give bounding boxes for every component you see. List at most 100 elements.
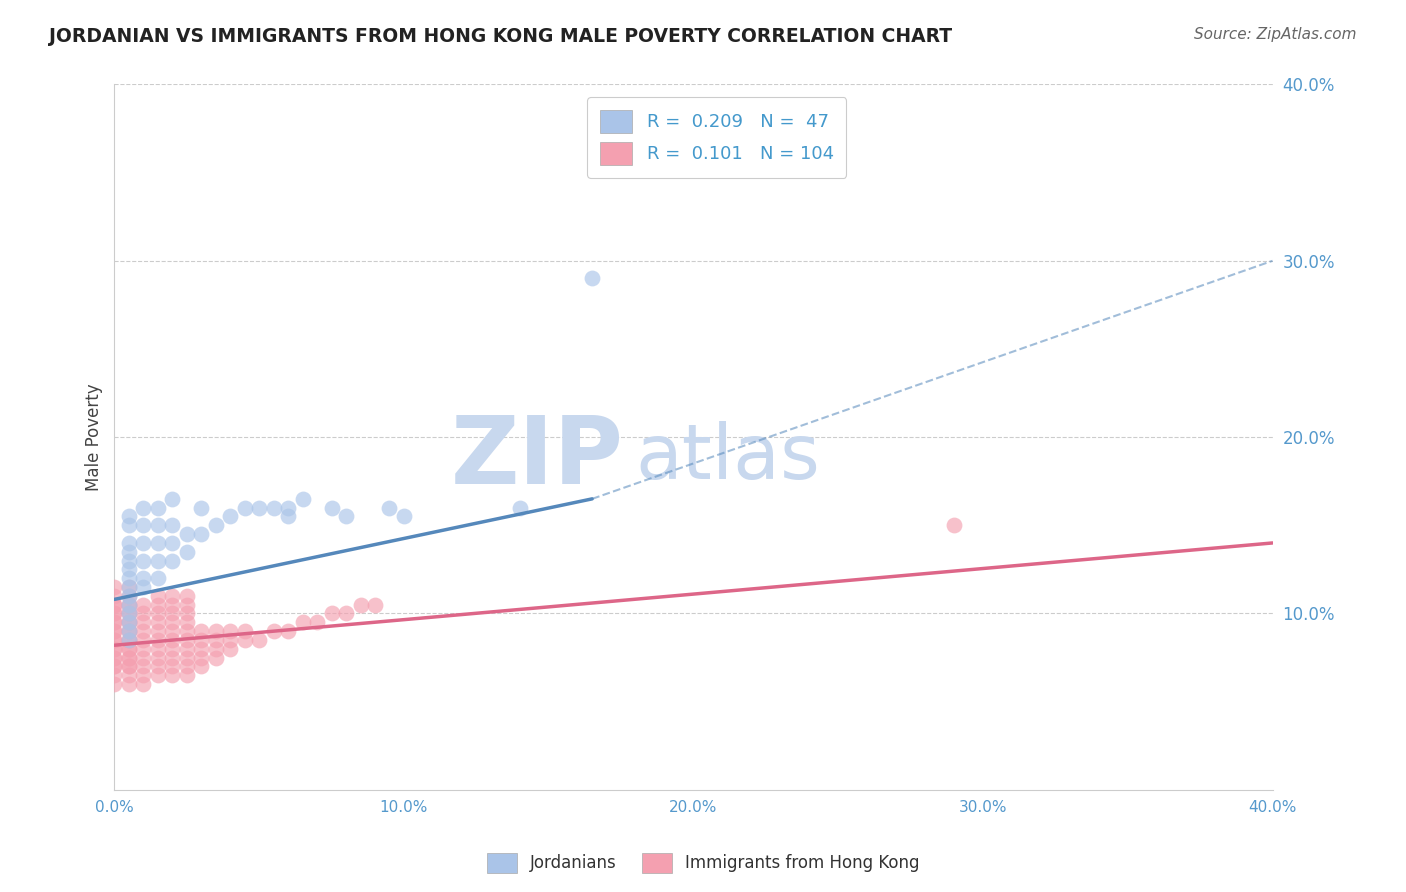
Point xyxy=(364,598,387,612)
Point xyxy=(118,580,141,594)
Point xyxy=(162,536,184,550)
Point xyxy=(118,659,141,673)
Point xyxy=(118,553,141,567)
Point xyxy=(118,536,141,550)
Point xyxy=(263,500,285,515)
Point xyxy=(146,668,169,682)
Point xyxy=(392,509,415,524)
Point xyxy=(118,650,141,665)
Point xyxy=(132,500,155,515)
Point xyxy=(103,632,125,647)
Point xyxy=(103,650,125,665)
Point xyxy=(132,677,155,691)
Point xyxy=(247,632,270,647)
Point xyxy=(118,677,141,691)
Point xyxy=(146,500,169,515)
Point xyxy=(103,615,125,630)
Point xyxy=(146,536,169,550)
Point xyxy=(132,518,155,533)
Point xyxy=(146,589,169,603)
Point xyxy=(103,607,125,621)
Point xyxy=(581,271,603,285)
Point xyxy=(118,589,141,603)
Point xyxy=(103,624,125,639)
Text: atlas: atlas xyxy=(636,421,821,495)
Point xyxy=(190,632,212,647)
Point xyxy=(277,500,299,515)
Point xyxy=(118,650,141,665)
Point xyxy=(335,607,357,621)
Point xyxy=(103,650,125,665)
Point xyxy=(103,589,125,603)
Point xyxy=(146,624,169,639)
Point xyxy=(132,598,155,612)
Point xyxy=(176,624,198,639)
Point xyxy=(132,580,155,594)
Point xyxy=(146,632,169,647)
Point xyxy=(118,632,141,647)
Point xyxy=(132,607,155,621)
Point xyxy=(277,509,299,524)
Point xyxy=(103,624,125,639)
Point xyxy=(118,598,141,612)
Point xyxy=(132,668,155,682)
Point xyxy=(118,659,141,673)
Point xyxy=(103,668,125,682)
Point xyxy=(291,491,314,506)
Point xyxy=(162,598,184,612)
Point xyxy=(118,632,141,647)
Point xyxy=(943,518,966,533)
Point xyxy=(378,500,401,515)
Point xyxy=(176,650,198,665)
Point xyxy=(118,589,141,603)
Point xyxy=(176,598,198,612)
Point xyxy=(162,650,184,665)
Point xyxy=(118,624,141,639)
Point xyxy=(162,632,184,647)
Point xyxy=(190,500,212,515)
Point xyxy=(103,659,125,673)
Legend: R =  0.209   N =  47, R =  0.101   N = 104: R = 0.209 N = 47, R = 0.101 N = 104 xyxy=(586,97,846,178)
Point xyxy=(176,641,198,656)
Point xyxy=(118,668,141,682)
Point xyxy=(118,562,141,576)
Point xyxy=(103,641,125,656)
Point xyxy=(162,553,184,567)
Point xyxy=(176,589,198,603)
Point xyxy=(118,624,141,639)
Point xyxy=(103,598,125,612)
Point xyxy=(118,615,141,630)
Point xyxy=(146,659,169,673)
Point xyxy=(118,545,141,559)
Point xyxy=(190,659,212,673)
Point xyxy=(321,607,343,621)
Point xyxy=(219,632,242,647)
Point xyxy=(132,632,155,647)
Point xyxy=(118,641,141,656)
Text: JORDANIAN VS IMMIGRANTS FROM HONG KONG MALE POVERTY CORRELATION CHART: JORDANIAN VS IMMIGRANTS FROM HONG KONG M… xyxy=(49,27,952,45)
Point xyxy=(146,607,169,621)
Point xyxy=(162,624,184,639)
Point xyxy=(204,518,226,533)
Point xyxy=(233,632,256,647)
Point xyxy=(176,607,198,621)
Point xyxy=(263,624,285,639)
Point xyxy=(204,650,226,665)
Point xyxy=(146,615,169,630)
Point xyxy=(132,553,155,567)
Point xyxy=(132,536,155,550)
Point xyxy=(219,624,242,639)
Point xyxy=(162,668,184,682)
Legend: Jordanians, Immigrants from Hong Kong: Jordanians, Immigrants from Hong Kong xyxy=(479,847,927,880)
Point xyxy=(349,598,371,612)
Point xyxy=(176,632,198,647)
Point xyxy=(118,607,141,621)
Point xyxy=(233,624,256,639)
Point xyxy=(103,580,125,594)
Point xyxy=(291,615,314,630)
Point xyxy=(132,571,155,585)
Point xyxy=(146,650,169,665)
Point xyxy=(219,509,242,524)
Point xyxy=(118,598,141,612)
Point xyxy=(103,641,125,656)
